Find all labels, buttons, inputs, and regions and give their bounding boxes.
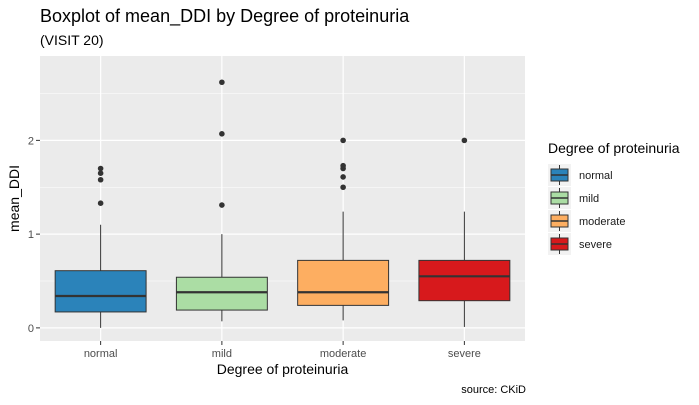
x-tick-label: mild bbox=[212, 348, 232, 360]
outlier-point bbox=[97, 176, 104, 183]
boxes-layer bbox=[54, 79, 511, 328]
chart-caption: source: CKiD bbox=[461, 384, 526, 396]
legend-title: Degree of proteinuria bbox=[548, 140, 680, 156]
legend-label-normal: normal bbox=[579, 170, 613, 182]
box-body bbox=[297, 259, 390, 306]
outlier-point bbox=[340, 184, 346, 191]
legend-key-mild bbox=[548, 187, 571, 209]
y-tick-label: 1 bbox=[28, 229, 34, 241]
box-body bbox=[418, 259, 511, 302]
outlier-point bbox=[219, 79, 225, 86]
chart-title: Boxplot of mean_DDI by Degree of protein… bbox=[40, 6, 410, 27]
y-tick-label: 0 bbox=[28, 323, 34, 335]
x-tick-label: moderate bbox=[320, 348, 366, 360]
x-axis-title: Degree of proteinuria bbox=[217, 361, 349, 377]
outlier-point bbox=[461, 137, 468, 144]
legend-key-severe bbox=[548, 233, 571, 255]
legend-key-normal bbox=[548, 164, 571, 186]
outlier-point bbox=[219, 131, 225, 137]
y-tick-label: 2 bbox=[28, 135, 34, 147]
box-severe bbox=[418, 137, 511, 327]
outlier-point bbox=[340, 137, 346, 144]
legend-label-severe: severe bbox=[579, 239, 612, 251]
x-tick-label: severe bbox=[448, 348, 481, 360]
legend-key-moderate bbox=[548, 210, 571, 232]
legend-label-moderate: moderate bbox=[579, 216, 625, 228]
legend: Degree of proteinuria normal mild moderate… bbox=[548, 140, 680, 255]
legend-label-mild: mild bbox=[579, 193, 599, 205]
outlier-point bbox=[97, 165, 104, 172]
outlier-point bbox=[219, 202, 225, 208]
outlier-point bbox=[340, 162, 346, 169]
y-axis-title: mean_DDI bbox=[6, 165, 22, 232]
chart-subtitle: (VISIT 20) bbox=[40, 32, 104, 48]
box-body bbox=[175, 276, 268, 311]
x-tick-label: normal bbox=[84, 348, 118, 360]
box-mild bbox=[175, 79, 268, 322]
outlier-point bbox=[97, 170, 104, 176]
outlier-point bbox=[97, 200, 104, 206]
box-moderate bbox=[297, 137, 390, 321]
axes-layer: 0 1 2 normal mild moderate severe bbox=[28, 135, 481, 360]
box-body bbox=[54, 270, 147, 313]
box-normal bbox=[54, 165, 147, 328]
outlier-point bbox=[340, 174, 346, 180]
